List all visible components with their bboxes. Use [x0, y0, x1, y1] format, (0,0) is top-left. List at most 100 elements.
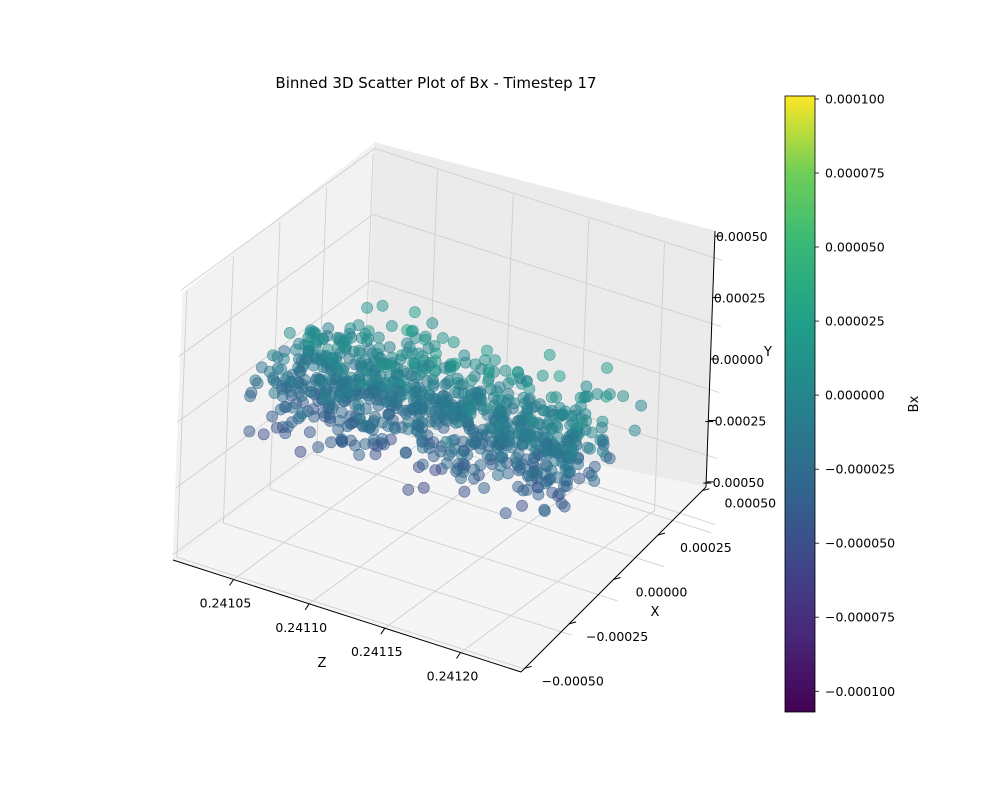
scatter-point: [341, 420, 354, 433]
scatter-point: [454, 379, 467, 391]
grid-line-z-2: [384, 219, 590, 629]
scatter-point: [294, 445, 307, 458]
axis-label-x: X: [651, 605, 660, 620]
tick-label-y-1: −0.00025: [704, 413, 766, 428]
scatter-point: [458, 485, 471, 498]
axis-line-z: [172, 559, 522, 673]
scatter-point: [515, 415, 528, 428]
scatter-point: [326, 402, 339, 414]
scatter-point: [266, 410, 278, 423]
scatter-point: [314, 354, 327, 366]
colorbar-label: Bx: [907, 395, 922, 412]
scatter-point: [407, 357, 419, 370]
scatter-point: [376, 299, 389, 312]
scatter-point: [402, 483, 415, 496]
scatter-point: [436, 332, 449, 344]
scatter-point: [558, 500, 571, 513]
scatter-point: [617, 390, 629, 402]
scatter-point: [494, 459, 507, 472]
scatter-point: [541, 418, 554, 431]
scatter-point: [325, 436, 337, 449]
scatter-point: [295, 390, 308, 402]
scatter-point: [478, 482, 490, 494]
scatter-point: [508, 397, 520, 410]
scatter-point: [359, 402, 372, 415]
tick-label-x-0: −0.00050: [542, 673, 604, 688]
scatter-point: [343, 384, 356, 397]
scatter-point: [413, 368, 426, 381]
scatter-points: [243, 299, 647, 520]
scatter-point: [244, 390, 256, 403]
scatter-point: [538, 505, 551, 517]
grid-line-y-4: [180, 148, 723, 291]
scatter-point: [552, 489, 564, 502]
scatter-point: [401, 367, 414, 380]
scatter-point: [325, 351, 338, 364]
tick-z-1: [304, 603, 310, 611]
scatter-point: [459, 356, 472, 369]
scatter-point: [440, 435, 453, 448]
scatter-point: [312, 333, 325, 346]
scatter-point: [558, 480, 570, 493]
scatter-point: [243, 425, 256, 438]
scatter-point: [601, 362, 613, 374]
axis-label-z: Z: [318, 656, 327, 671]
tick-x-0: [524, 665, 532, 669]
scatter-point: [416, 458, 429, 471]
scatter-point: [514, 425, 526, 438]
tick-label-y-2: 0.00000: [712, 352, 764, 367]
scatter-point: [552, 431, 564, 444]
scatter-point: [362, 332, 375, 345]
scatter-point: [569, 404, 582, 417]
scatter-point: [531, 466, 543, 479]
scatter-point: [540, 477, 552, 490]
scatter-point: [516, 499, 528, 512]
scatter-point: [400, 337, 413, 350]
scatter-point: [499, 364, 512, 377]
scatter-point: [340, 333, 353, 346]
scatter-point: [512, 366, 524, 379]
colorbar-tick-label-4: 0.000000: [825, 388, 885, 403]
scatter-point: [372, 331, 385, 344]
scatter-point: [257, 428, 270, 441]
grid-line-z-3: [460, 243, 665, 653]
tick-label-y-0: −0.00050: [702, 475, 764, 490]
scatter-point: [495, 405, 507, 418]
scatter-point: [597, 438, 610, 451]
scatter-point: [551, 421, 564, 434]
scatter-point: [303, 426, 316, 439]
scatter-point: [509, 436, 522, 449]
scatter-point: [580, 414, 593, 427]
scatter-point: [553, 370, 566, 382]
scatter-point: [595, 421, 608, 434]
scatter-point: [585, 426, 598, 439]
tick-x-2: [613, 577, 621, 580]
scatter-point: [280, 401, 293, 413]
scatter-point: [429, 415, 441, 428]
scatter-point: [356, 365, 368, 377]
scatter-point: [335, 435, 348, 448]
grid-line-x-2: [269, 221, 619, 602]
tick-x-4: [702, 488, 710, 492]
colorbar: 0.000100 0.000075 0.000050 0.000025 0.000000…: [784, 92, 922, 713]
scatter-point: [361, 301, 373, 314]
scatter-point: [359, 438, 372, 450]
tick-label-x-2: 0.00000: [636, 585, 688, 600]
scatter-point: [429, 464, 442, 476]
scatter-point: [635, 399, 647, 412]
scatter-point: [388, 360, 401, 373]
tick-label-x-3: 0.00025: [680, 540, 732, 555]
scatter-point: [452, 416, 465, 428]
grid-line-y-2: [176, 280, 720, 423]
scatter-point: [466, 435, 478, 448]
scatter-point: [294, 410, 307, 423]
scatter-point: [423, 392, 435, 405]
scatter-point: [380, 395, 393, 408]
scatter-point: [322, 322, 335, 335]
scatter-point: [488, 354, 501, 366]
scatter-point: [559, 459, 572, 472]
scatter-point: [462, 393, 475, 406]
colorbar-tick-label-0: 0.000100: [825, 92, 885, 107]
colorbar-ticks: 0.000100 0.000075 0.000050 0.000025 0.000000…: [815, 92, 895, 699]
scatter-point: [481, 344, 493, 357]
